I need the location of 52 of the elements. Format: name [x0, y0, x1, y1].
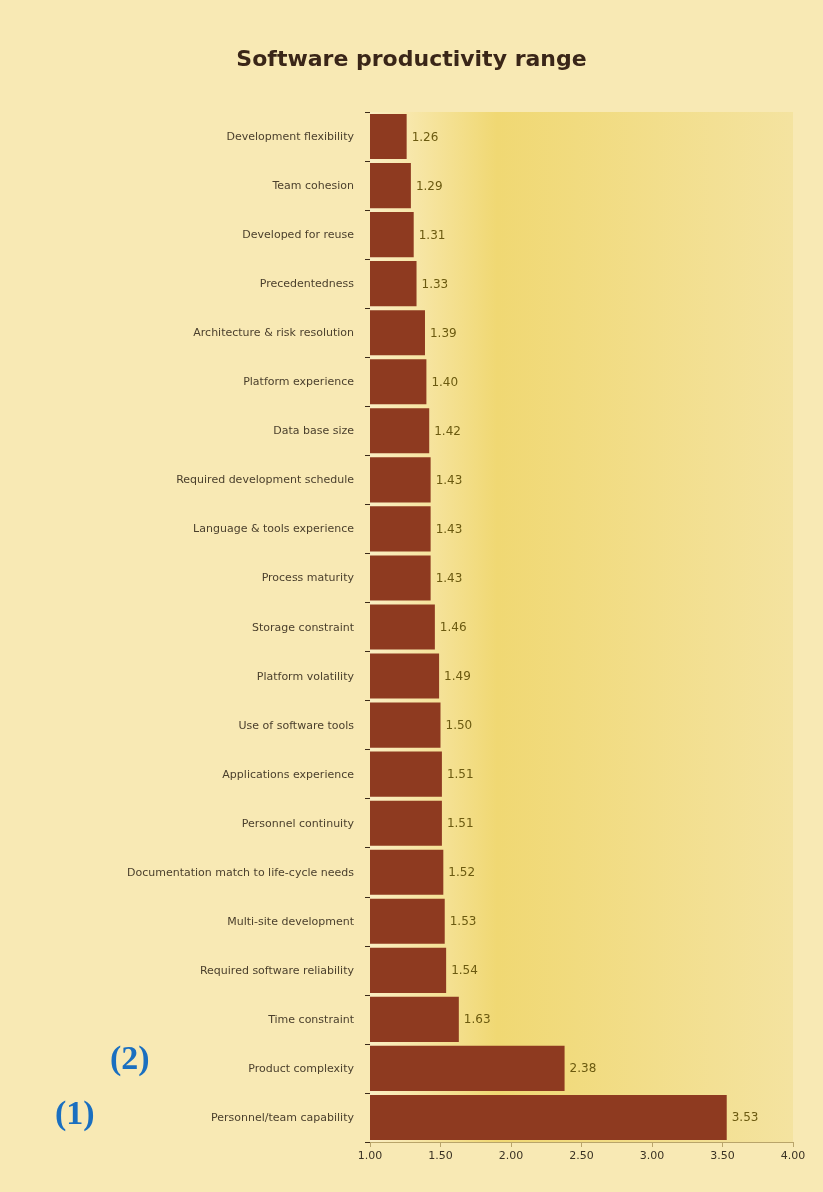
- data-label: 1.40: [431, 374, 459, 389]
- data-label: 1.46: [439, 620, 467, 634]
- data-label: 1.49: [444, 669, 471, 684]
- y-tick-label: Developed for reuse: [242, 228, 355, 242]
- data-label: 1.31: [418, 227, 446, 242]
- data-label: 3.53: [731, 1110, 759, 1125]
- data-label: 1.39: [429, 325, 457, 340]
- y-tick-label: Language & tools experience: [193, 522, 355, 536]
- y-tick-label: Platform experience: [243, 375, 355, 389]
- data-label: 1.50: [445, 718, 473, 733]
- y-tick-label: Documentation match to life-cycle needs: [127, 865, 355, 879]
- data-label: 2.38: [569, 1061, 597, 1076]
- y-tick-label: Platform volatility: [256, 669, 355, 683]
- x-tick-label: 4.00: [780, 1149, 806, 1162]
- y-tick-label: Required software reliability: [199, 963, 355, 977]
- y-tick-label: Architecture & risk resolution: [193, 326, 355, 340]
- data-label: 1.29: [415, 178, 443, 193]
- y-tick-label: Personnel continuity: [241, 816, 355, 830]
- x-tick-label: 3.50: [710, 1149, 735, 1162]
- data-label: 1.26: [411, 129, 439, 144]
- data-label: 1.54: [451, 963, 478, 978]
- y-tick-label: Multi-site development: [227, 914, 355, 928]
- data-label: 1.51: [446, 767, 474, 782]
- y-tick-label: Data base size: [273, 424, 355, 438]
- x-tick-label: 2.00: [498, 1149, 524, 1162]
- chart-title: Software productivity range: [236, 45, 587, 71]
- data-label: 1.33: [421, 276, 449, 291]
- y-tick-label: Team cohesion: [271, 179, 355, 193]
- data-label: 1.43: [435, 570, 463, 585]
- y-tick-label: Product complexity: [248, 1061, 355, 1075]
- x-tick-label: 2.50: [569, 1149, 594, 1162]
- x-tick-label: 1.50: [428, 1149, 453, 1162]
- y-tick-label: Process maturity: [261, 571, 355, 585]
- data-label: 1.53: [449, 914, 477, 929]
- data-label: 1.51: [446, 816, 474, 831]
- data-label: 1.43: [435, 472, 463, 487]
- y-tick-label: Storage constraint: [252, 620, 355, 634]
- data-label: 1.63: [463, 1012, 491, 1027]
- data-label: 1.43: [435, 521, 463, 536]
- y-tick-label: Applications experience: [222, 767, 355, 781]
- x-tick-label: 3.00: [639, 1149, 665, 1162]
- y-tick-label: Time constraint: [267, 1012, 355, 1026]
- y-tick-label: Development flexibility: [226, 130, 355, 144]
- text: (2): [110, 1038, 150, 1077]
- data-label: 1.42: [434, 423, 461, 438]
- y-tick-label: Precedentedness: [259, 277, 355, 291]
- y-tick-label: Required development schedule: [176, 473, 355, 487]
- text: (1): [55, 1093, 95, 1132]
- y-tick-label: Use of software tools: [238, 718, 355, 732]
- y-tick-label: Personnel/team capability: [211, 1110, 355, 1124]
- x-tick-label: 1.00: [357, 1149, 383, 1162]
- data-label: 1.52: [448, 865, 476, 880]
